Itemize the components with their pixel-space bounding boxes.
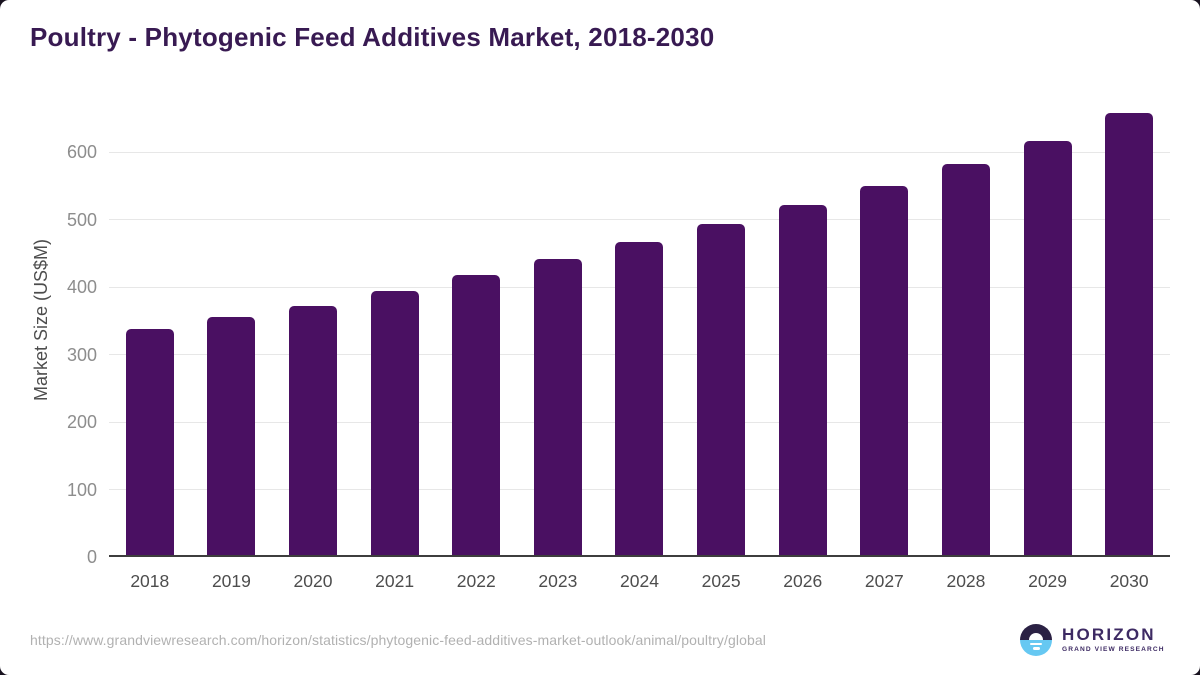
y-tick-100: 100: [66, 479, 97, 500]
source-url: https://www.grandviewresearch.com/horizo…: [30, 632, 766, 648]
horizon-logo-icon: [1020, 624, 1052, 656]
x-tick-2023: 2023: [538, 571, 578, 591]
gridline-500: [109, 219, 1170, 220]
x-tick-2026: 2026: [783, 571, 823, 591]
x-tick-2020: 2020: [293, 571, 333, 591]
horizon-logo: HORIZON GRAND VIEW RESEARCH: [1020, 624, 1180, 658]
logo-sub-text: GRAND VIEW RESEARCH: [1062, 646, 1165, 653]
x-tick-2019: 2019: [211, 571, 251, 591]
chart-title: Poultry - Phytogenic Feed Additives Mark…: [30, 22, 715, 52]
y-tick-400: 400: [66, 277, 97, 297]
y-tick-200: 200: [66, 412, 97, 432]
bar-2022: [452, 275, 500, 557]
bar-2023: [534, 259, 582, 557]
bar-2024: [615, 242, 663, 557]
bar-2028: [942, 164, 990, 557]
sun-icon: [1029, 633, 1043, 640]
bar-2029: [1024, 141, 1072, 557]
bar-2025: [697, 224, 745, 557]
x-tick-2025: 2025: [701, 571, 741, 591]
bar-2030: [1105, 113, 1153, 557]
bar-2018: [126, 329, 174, 557]
logo-text-block: HORIZON GRAND VIEW RESEARCH: [1062, 625, 1165, 654]
x-tick-2021: 2021: [375, 571, 415, 591]
logo-brand-text: HORIZON: [1062, 625, 1156, 644]
y-tick-0: 0: [86, 547, 97, 567]
bar-2026: [779, 205, 827, 557]
bar-2021: [371, 291, 419, 557]
x-tick-2029: 2029: [1028, 571, 1068, 591]
x-tick-2030: 2030: [1109, 571, 1149, 591]
x-tick-2028: 2028: [946, 571, 986, 591]
y-tick-500: 500: [66, 209, 97, 230]
horizon-reflection-line-icon: [1032, 647, 1040, 650]
gridline-600: [109, 151, 1170, 153]
bar-2027: [860, 186, 908, 557]
y-tick-300: 300: [66, 344, 97, 365]
horizon-reflection-line-icon: [1030, 642, 1042, 645]
x-tick-2024: 2024: [620, 571, 659, 591]
x-tick-2027: 2027: [864, 571, 904, 591]
y-tick-600: 600: [66, 142, 97, 162]
x-tick-2022: 2022: [456, 571, 496, 591]
x-tick-2018: 2018: [130, 571, 170, 591]
x-axis-line: [109, 555, 1170, 557]
bar-2020: [289, 306, 337, 557]
y-axis-title: Market Size (US$M): [31, 238, 51, 402]
bar-2019: [207, 317, 255, 557]
